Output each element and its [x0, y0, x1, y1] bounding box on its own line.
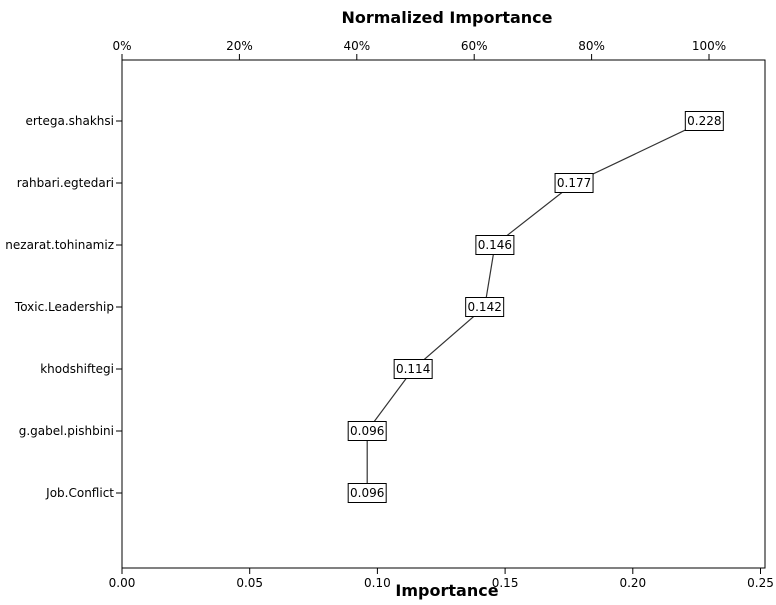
data-point-label: 0.146	[478, 238, 512, 252]
category-label: nezarat.tohinamiz	[5, 238, 114, 252]
data-point-box	[475, 235, 515, 255]
category-label: rahbari.egtedari	[17, 176, 114, 190]
category-label: ertega.shakhsi	[25, 114, 114, 128]
category-label: g.gabel.pishbini	[19, 424, 114, 438]
top-tick-label: 0%	[112, 39, 131, 53]
data-point-label: 0.096	[350, 486, 384, 500]
category-label: Job.Conflict	[45, 486, 114, 500]
x-tick-label: 0.15	[492, 576, 519, 590]
data-point-box	[684, 111, 724, 131]
category-label: khodshiftegi	[40, 362, 114, 376]
category-axis: ertega.shakhsi rahbari.egtedari nezarat.to…	[5, 114, 122, 500]
bottom-axis: 0.00 0.05 0.10 0.15 0.20 0.25	[109, 568, 774, 590]
x-tick-label: 0.25	[747, 576, 774, 590]
top-tick-label: 80%	[578, 39, 605, 53]
x-axis-title: Importance	[395, 581, 498, 600]
x-tick-label: 0.10	[364, 576, 391, 590]
data-points: 0.228 0.177 0.146 0.142 0.114 0.096 0.096	[347, 111, 724, 503]
data-point-box	[347, 483, 387, 503]
data-point-label: 0.114	[396, 362, 430, 376]
data-point-label: 0.142	[467, 300, 501, 314]
data-point-box	[465, 297, 505, 317]
category-label: Toxic.Leadership	[14, 300, 114, 314]
x-tick-label: 0.00	[109, 576, 136, 590]
data-point-box	[554, 173, 594, 193]
top-tick-label: 60%	[461, 39, 488, 53]
data-point-box	[347, 421, 387, 441]
x-tick-label: 0.20	[619, 576, 646, 590]
data-point-label: 0.096	[350, 424, 384, 438]
top-axis: 0% 20% 40% 60% 80% 100%	[112, 39, 726, 60]
plot-area	[121, 59, 766, 569]
x-tick-label: 0.05	[236, 576, 263, 590]
top-tick-label: 20%	[226, 39, 253, 53]
data-point-label: 0.228	[687, 114, 721, 128]
chart-title: Normalized Importance	[341, 8, 552, 27]
top-tick-label: 100%	[692, 39, 726, 53]
data-point-box	[393, 359, 433, 379]
top-tick-label: 40%	[343, 39, 370, 53]
data-point-label: 0.177	[557, 176, 591, 190]
